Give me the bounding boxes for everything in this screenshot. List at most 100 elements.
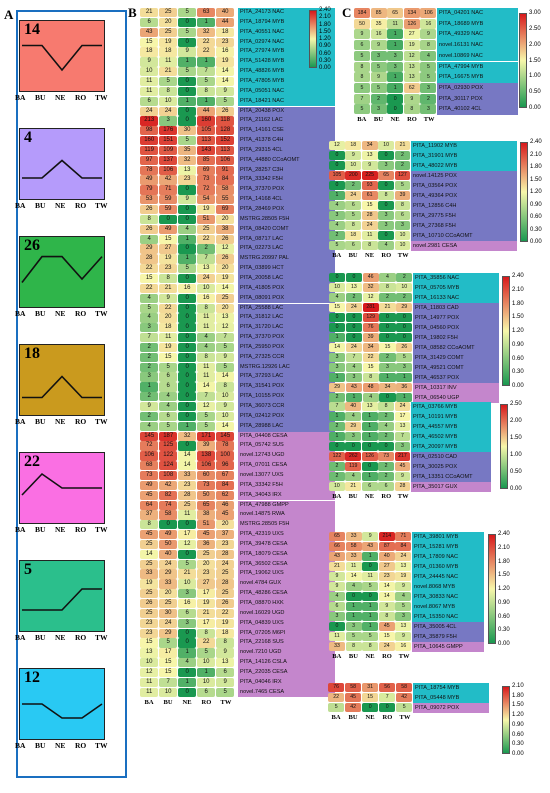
heat-cell: 25 — [216, 589, 235, 599]
heat-cell: 1 — [140, 382, 159, 392]
gene-label: PITA_27974 MYB — [238, 47, 335, 58]
cluster-trend-line — [21, 472, 102, 496]
cluster-x-label: BU — [35, 201, 46, 210]
gene-label: PITA_05448 MYB — [413, 693, 489, 703]
heat-cell: 0 — [345, 442, 362, 452]
heat-cell: 8 — [379, 283, 396, 293]
heat-cell: 50 — [354, 18, 370, 29]
heat-cell: 7 — [197, 392, 216, 402]
heat-cell: 160 — [197, 116, 216, 126]
cluster-number: 26 — [24, 237, 40, 254]
colorbar-tick: 0.60 — [319, 50, 331, 57]
heat-cell: 38 — [216, 224, 235, 234]
gene-label: PITA_48826 MYB — [238, 67, 335, 77]
heat-cell: 1 — [197, 96, 216, 106]
colorbar-tick: 0.30 — [512, 369, 524, 376]
heat-cell: 0 — [178, 116, 197, 126]
heat-cell: 8 — [216, 382, 235, 392]
gene-label: PITA_18421 NAC — [238, 96, 335, 107]
colorbar-tick: 0.90 — [319, 43, 331, 50]
heat-cell: 0 — [178, 323, 197, 333]
heat-cell: 25 — [140, 559, 159, 569]
heat-cell: 8 — [197, 628, 216, 638]
heat-cell: 3 — [378, 211, 394, 221]
gene-label: PITA_30025 POX — [411, 462, 491, 472]
heat-cell: 35 — [370, 18, 387, 29]
heat-cell: 4 — [395, 592, 412, 602]
heat-cell: 19 — [197, 599, 216, 609]
cluster-x-label: BA — [15, 417, 26, 426]
heat-cell: 105 — [197, 126, 216, 136]
heat-cell: 7 — [354, 93, 370, 104]
heat-cell: 24 — [345, 343, 362, 353]
heat-cell: 152 — [216, 136, 235, 146]
heat-cell: 5 — [197, 421, 216, 431]
heat-cell: 0 — [361, 462, 378, 472]
gene-label: PITA_33342 F5H — [238, 480, 335, 491]
heat-cell: 22 — [197, 47, 216, 57]
heat-cell: 5 — [178, 67, 197, 77]
heat-cell: 5 — [216, 687, 235, 697]
gene-label: PITA_16675 MYB — [437, 72, 518, 83]
heat-cell: 0 — [387, 104, 404, 115]
heat-cell: 14 — [216, 283, 235, 294]
gene-label: PITA_18754 MYB — [413, 683, 489, 693]
gene-label: PITA_01360 MYB — [412, 562, 484, 572]
cluster-trend-line — [22, 703, 103, 719]
heat-cell: 4 — [329, 592, 345, 602]
heat-cell: 9 — [361, 161, 378, 171]
gene-label: PITA_03564 POX — [411, 181, 517, 191]
cluster-14: 14 BA BU NE RO TW — [15, 20, 119, 104]
heat-cell: 8 — [345, 221, 362, 231]
cluster-number: 18 — [24, 345, 40, 362]
cluster-trend-line — [22, 159, 102, 179]
colorbar-tick: 1.80 — [319, 21, 331, 28]
heat-cell: 42 — [159, 480, 178, 491]
heat-cell: 5 — [395, 602, 412, 612]
heat-cell: 61 — [361, 191, 378, 201]
heat-cell: 12 — [329, 141, 345, 151]
gene-label: PITA_02974 NAC — [238, 37, 335, 48]
heat-cell: 45 — [394, 462, 411, 472]
heat-cell: 0 — [178, 214, 197, 225]
heat-cell: 4 — [178, 224, 197, 234]
gene-label: PITA_20438 POX — [238, 106, 335, 117]
heat-cell: 22 — [197, 234, 216, 244]
gene-label: PITA_19062 UXS — [238, 569, 335, 580]
heat-cell: 60 — [197, 470, 216, 481]
heat-cell: 9 — [159, 293, 178, 303]
gene-label: novel.13077 UXS — [238, 470, 335, 481]
gene-label: novel.16029 UGD — [238, 608, 335, 619]
heat-cell: 12 — [178, 539, 197, 550]
heat-cell: 151 — [159, 136, 178, 146]
heat-cell: 25 — [140, 539, 159, 550]
heat-cell: 8 — [197, 86, 216, 97]
heat-cell: 0 — [378, 151, 394, 161]
heat-cell: 78 — [216, 441, 235, 451]
heat-cell: 1 — [396, 393, 413, 403]
heat-cell: 1 — [178, 234, 197, 244]
heat-cell: 4 — [345, 472, 362, 482]
heat-cell: 9 — [420, 29, 437, 40]
gene-label: PITA_24445 NAC — [412, 572, 484, 582]
column-label: NE — [390, 116, 400, 123]
heat-cell: 3 — [395, 612, 412, 622]
heat-cell: 74 — [159, 500, 178, 510]
heat-cell: 160 — [140, 136, 159, 146]
cluster-x-label: BU — [35, 309, 46, 318]
gene-label: PITA_30833 NAC — [412, 592, 484, 602]
heat-cell: 13 — [197, 264, 216, 274]
gene-label: PITA_40551 NAC — [238, 27, 335, 38]
heat-cell: 10 — [140, 67, 159, 77]
heat-cell: 0 — [178, 106, 197, 116]
heat-cell: 12 — [216, 244, 235, 254]
gene-label: PITA_22035 CESA — [238, 667, 335, 678]
heat-cell: 3 — [379, 363, 396, 373]
heat-cell: 1 — [361, 422, 378, 432]
colorbar-tick: 0.30 — [530, 226, 542, 233]
gene-label: novel.12743 UGD — [238, 451, 335, 462]
heat-cell: 9 — [354, 29, 370, 40]
heat-cell: 24 — [140, 106, 159, 116]
heat-cell: 1 — [345, 393, 362, 403]
heat-cell: 0 — [178, 37, 197, 47]
